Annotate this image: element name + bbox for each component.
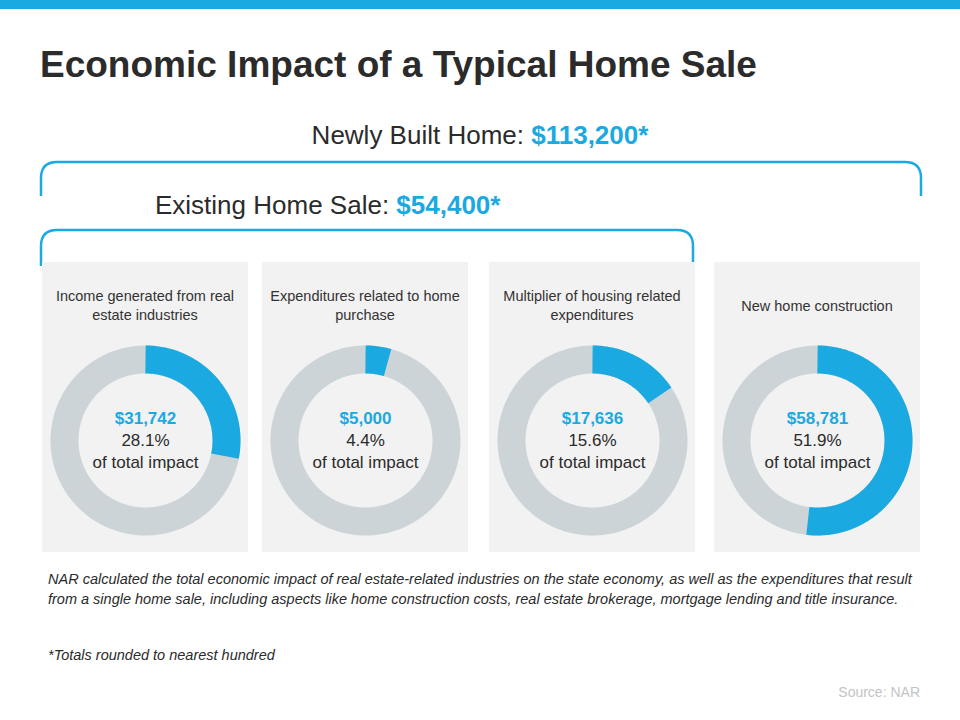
svg-text:of total impact: of total impact <box>765 453 871 472</box>
html-text:New home construction: New home construction <box>741 297 893 314</box>
html-text:*Totals rounded to nearest hun: *Totals rounded to nearest hundred <box>48 647 275 663</box>
svg-text:51.9%: 51.9% <box>793 431 841 450</box>
html-text:Multiplier of housing related: Multiplier of housing related expenditur… <box>503 288 681 323</box>
svg-text:of total impact: of total impact <box>93 453 199 472</box>
svg-text:$5,000: $5,000 <box>340 409 392 428</box>
html-text:Expenditures related to home p: Expenditures related to home purchase <box>270 288 460 323</box>
html-text:NAR calculated the total econo: NAR calculated the total economic impact… <box>48 571 912 607</box>
html-text:Economic Impact of a Typical H: Economic Impact of a Typical Home Sale <box>40 44 757 85</box>
svg-text:$58,781: $58,781 <box>787 409 848 428</box>
svg-text:$31,742: $31,742 <box>115 409 176 428</box>
html-text:Newly Built Home: $113,200*: Newly Built Home: $113,200* <box>311 120 649 150</box>
svg-text:of total impact: of total impact <box>540 453 646 472</box>
html-text:Existing Home Sale: $54,400*: Existing Home Sale: $54,400* <box>155 190 501 220</box>
svg-text:28.1%: 28.1% <box>121 431 169 450</box>
svg-text:$17,636: $17,636 <box>562 409 623 428</box>
svg-text:15.6%: 15.6% <box>568 431 616 450</box>
svg-text:of total impact: of total impact <box>313 453 419 472</box>
svg-text:4.4%: 4.4% <box>346 431 385 450</box>
html-text:Source: NAR: Source: NAR <box>838 684 920 700</box>
html-text:Income generated from real est: Income generated from real estate indust… <box>55 288 235 323</box>
